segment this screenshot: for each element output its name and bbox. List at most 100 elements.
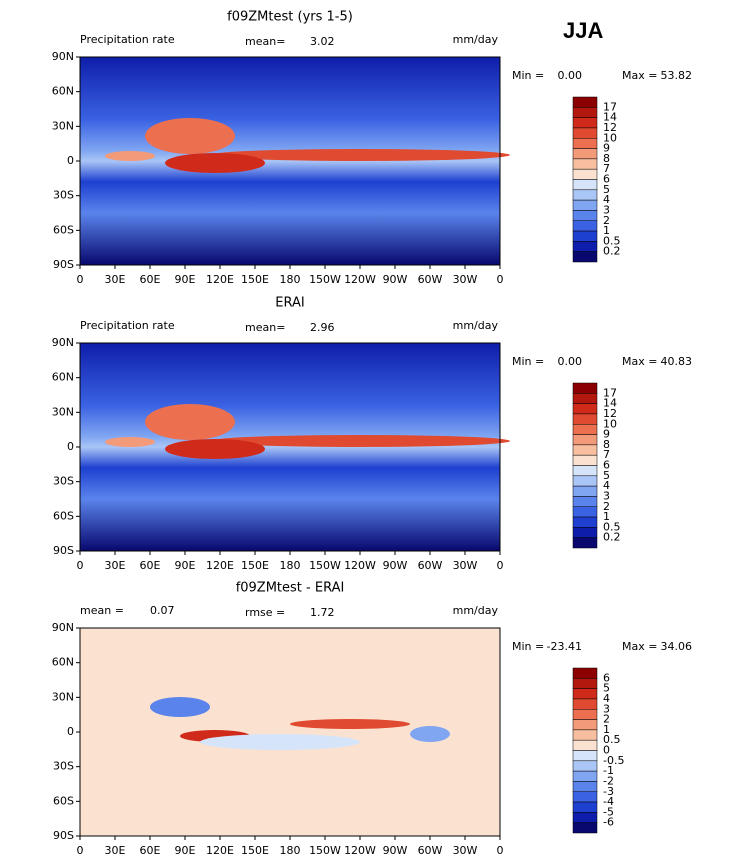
- colorbar-box: [572, 96, 598, 108]
- lon-label: 0: [77, 844, 84, 857]
- center-label: 3.02: [310, 35, 335, 48]
- map-field: [80, 57, 510, 265]
- colorbar-box: [572, 241, 598, 252]
- colorbar-box: [572, 537, 598, 549]
- colorbar-label: 3: [603, 489, 610, 502]
- left-label: Precipitation rate: [80, 319, 175, 332]
- center-label: mean=: [245, 321, 285, 334]
- colorbar-box: [572, 210, 598, 221]
- min-max: 53.82: [661, 69, 693, 82]
- colorbar-label: 1: [603, 723, 610, 736]
- min-max: Max =: [622, 640, 657, 653]
- lon-label: 0: [497, 273, 504, 286]
- itcz: [210, 435, 510, 447]
- lat-label: 30S: [53, 475, 74, 488]
- colorbar-box: [572, 791, 598, 803]
- colorbar-label: 5: [603, 682, 610, 695]
- lon-label: 30E: [105, 844, 126, 857]
- lon-label: 0: [497, 844, 504, 857]
- warm-pool: [165, 153, 265, 173]
- lon-label: 60E: [140, 844, 161, 857]
- colorbar-label: 9: [603, 428, 610, 441]
- colorbar-label: -6: [603, 816, 614, 829]
- colorbar-box: [572, 117, 598, 129]
- colorbar-label: -4: [603, 795, 614, 808]
- lat-label: 30S: [53, 189, 74, 202]
- colorbar-label: 17: [603, 100, 617, 113]
- lat-label: 0: [67, 154, 74, 167]
- colorbar-label: 5: [603, 183, 610, 196]
- itcz: [210, 149, 510, 161]
- lon-label: 120W: [344, 559, 376, 572]
- lat-label: 90N: [52, 621, 74, 634]
- colorbar-label: -2: [603, 774, 614, 787]
- lat-label: 60N: [52, 371, 74, 384]
- min-max: 34.06: [661, 640, 693, 653]
- colorbar-box: [572, 434, 598, 446]
- colorbar-box: [572, 496, 598, 507]
- panel-title: f09ZMtest - ERAI: [236, 581, 345, 596]
- lat-label: 60S: [53, 509, 74, 522]
- colorbar-box: [572, 698, 598, 710]
- lat-label: 60S: [53, 794, 74, 807]
- lon-label: 150E: [241, 273, 269, 286]
- map-field: [80, 628, 500, 836]
- colorbar-label: 0.2: [603, 245, 621, 258]
- left-label: 0.07: [150, 604, 175, 617]
- lat-label: 90N: [52, 50, 74, 63]
- colorbar-label: 1: [603, 224, 610, 237]
- colorbar-box: [572, 516, 598, 528]
- map-background: [80, 343, 500, 551]
- colorbar-box: [572, 393, 598, 404]
- lon-label: 180: [280, 559, 301, 572]
- lon-label: 120E: [206, 559, 234, 572]
- lon-label: 60W: [418, 273, 443, 286]
- map-field: [80, 343, 510, 551]
- min-max: Min =: [512, 355, 544, 368]
- colorbar-label: 3: [603, 702, 610, 715]
- min-max: 0.00: [558, 355, 583, 368]
- center-label: 1.72: [310, 606, 335, 619]
- colorbar-label: 6: [603, 459, 610, 472]
- colorbar-box: [572, 688, 598, 700]
- lat-label: 90S: [53, 829, 74, 842]
- colorbar-box: [572, 729, 598, 741]
- lon-label: 30E: [105, 273, 126, 286]
- lon-label: 60W: [418, 559, 443, 572]
- colorbar-label: 5: [603, 469, 610, 482]
- lon-label: 90E: [175, 559, 196, 572]
- colorbar-box: [572, 719, 598, 731]
- colorbar-label: 7: [603, 162, 610, 175]
- colorbar-label: 4: [603, 193, 610, 206]
- colorbar-box: [572, 739, 598, 751]
- units-label: mm/day: [453, 319, 499, 332]
- colorbar-box: [572, 199, 598, 211]
- lon-label: 60E: [140, 273, 161, 286]
- colorbar-box: [572, 127, 598, 139]
- colorbar-box: [572, 485, 598, 497]
- min-max: Max =: [622, 355, 657, 368]
- colorbar-label: 8: [603, 438, 610, 451]
- colorbar-box: [572, 424, 598, 435]
- lon-label: 120W: [344, 273, 376, 286]
- colorbar-label: 0.2: [603, 531, 621, 544]
- center-label: mean=: [245, 35, 285, 48]
- colorbar-box: [572, 678, 598, 689]
- warm-pool: [165, 439, 265, 459]
- colorbar-label: 4: [603, 479, 610, 492]
- colorbar-box: [572, 760, 598, 772]
- colorbar-box: [572, 168, 598, 180]
- lat-label: 60S: [53, 223, 74, 236]
- lon-label: 120W: [344, 844, 376, 857]
- colorbar-label: 6: [603, 173, 610, 186]
- lon-label: 150E: [241, 844, 269, 857]
- colorbar-label: 3: [603, 203, 610, 216]
- min-max: Max =: [622, 69, 657, 82]
- lon-label: 60W: [418, 844, 443, 857]
- indian-ocean: [105, 437, 155, 447]
- colorbar-label: 6: [603, 671, 610, 684]
- lat-label: 30S: [53, 760, 74, 773]
- min-max: 0.00: [558, 69, 583, 82]
- lon-label: 90E: [175, 844, 196, 857]
- lon-label: 30E: [105, 559, 126, 572]
